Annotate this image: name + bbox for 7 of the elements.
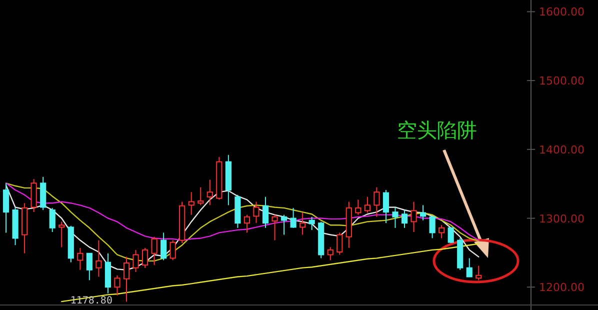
annotation: 空头陷阱: [397, 118, 477, 142]
y-tick-label: 1400.00: [539, 143, 584, 156]
y-tick-label: 1300.00: [539, 212, 584, 226]
annotation: 1178.80: [70, 296, 112, 307]
y-tick-label: 1500.00: [539, 74, 584, 88]
y-tick-label: 1600.00: [539, 6, 584, 19]
y-tick-label: 1200.00: [539, 281, 584, 294]
